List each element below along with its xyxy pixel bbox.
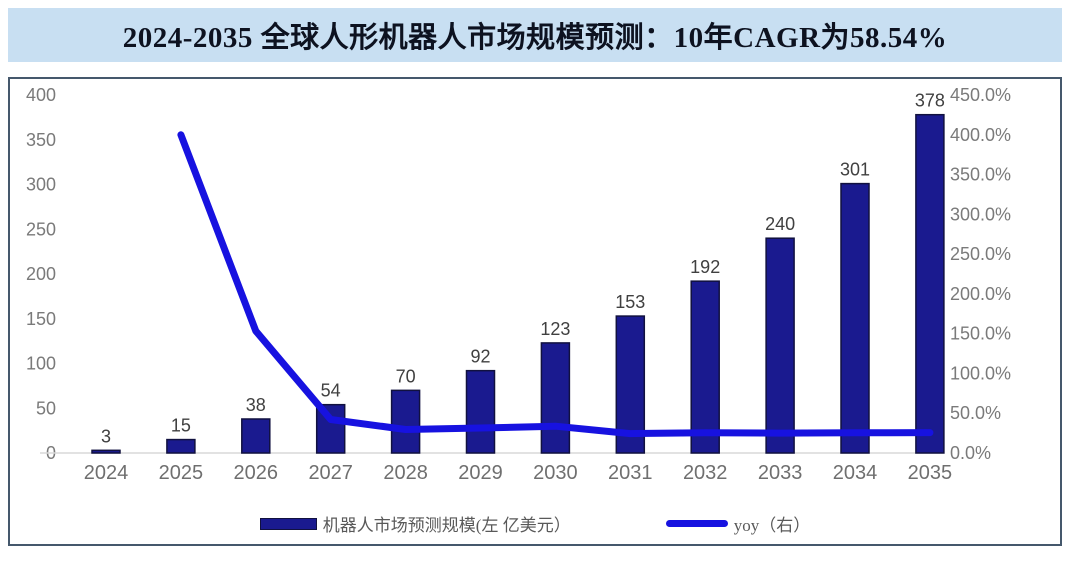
x-axis-label: 2031 [608, 462, 653, 484]
bar-value-label: 92 [470, 347, 490, 367]
left-axis-tick: 200 [26, 264, 56, 284]
x-axis-label: 2032 [683, 462, 728, 484]
right-axis-tick: 300.0% [950, 204, 1011, 224]
bar-2024 [91, 449, 121, 454]
left-axis-tick: 300 [26, 175, 56, 195]
bar-2030 [540, 342, 571, 454]
chart-panel: 400 350 300 250 200 150 100 50 0 450.0% 400.0% 350.… [8, 77, 1062, 546]
bar-2025 [166, 438, 196, 454]
x-axis-label: 2028 [383, 462, 428, 484]
bar-value-label: 15 [171, 416, 191, 436]
bar-value-label: 192 [690, 257, 720, 277]
bar-2028 [390, 389, 421, 454]
bar-value-label: 301 [840, 160, 870, 180]
x-axis-label: 2029 [458, 462, 503, 484]
right-axis-tick: 100.0% [950, 363, 1011, 383]
right-axis-tick: 350.0% [950, 165, 1011, 185]
left-axis-tick: 250 [26, 219, 56, 239]
bar-2035 [915, 113, 945, 454]
x-axis-label: 2027 [308, 462, 353, 484]
bar-2034 [840, 182, 870, 454]
right-axis-tick: 400.0% [950, 125, 1011, 145]
bar-2026 [241, 418, 271, 454]
bar-2027 [315, 403, 346, 454]
right-axis-tick: 0.0% [950, 443, 991, 463]
page-title: 2024-2035 全球人形机器人市场规模预测：10年CAGR为58.54% [122, 22, 948, 54]
x-axis-label: 2030 [533, 462, 578, 484]
x-axis-label: 2034 [833, 462, 878, 484]
left-axis-tick: 350 [26, 130, 56, 150]
x-axis-label: 2033 [758, 462, 803, 484]
x-axis-label: 2025 [159, 462, 204, 484]
chart-title-banner: 2024-2035 全球人形机器人市场规模预测：10年CAGR为58.54% [8, 8, 1062, 62]
x-axis-label: 2035 [908, 462, 953, 484]
yoy-line [177, 131, 934, 438]
x-axis-label: 2024 [84, 462, 129, 484]
bar-value-label: 378 [915, 91, 945, 111]
bar-value-label: 3 [101, 426, 111, 446]
bar-value-label: 70 [396, 366, 416, 386]
bar-value-label: 123 [540, 319, 570, 339]
bar-2032 [690, 280, 720, 454]
right-axis-tick: 50.0% [950, 403, 1001, 423]
x-axis-label: 2026 [234, 462, 279, 484]
bar-value-label: 153 [615, 292, 645, 312]
market-forecast-chart: 400350300250200150100500450.0%400.0%350.… [26, 85, 1011, 484]
left-axis-tick: 400 [26, 85, 56, 105]
right-axis-tick: 450.0% [950, 85, 1011, 105]
bar-value-label: 240 [765, 214, 795, 234]
bar-2029 [465, 369, 496, 454]
right-axis-tick: 250.0% [950, 244, 1011, 264]
right-axis-tick: 200.0% [950, 284, 1011, 304]
bar-2033 [765, 237, 795, 454]
bar-value-label: 54 [321, 381, 341, 401]
left-axis-tick: 150 [26, 309, 56, 329]
bar-value-label: 38 [246, 395, 266, 415]
right-axis-tick: 150.0% [950, 324, 1011, 344]
left-axis-tick: 50 [36, 398, 56, 418]
left-axis-tick: 100 [26, 354, 56, 374]
